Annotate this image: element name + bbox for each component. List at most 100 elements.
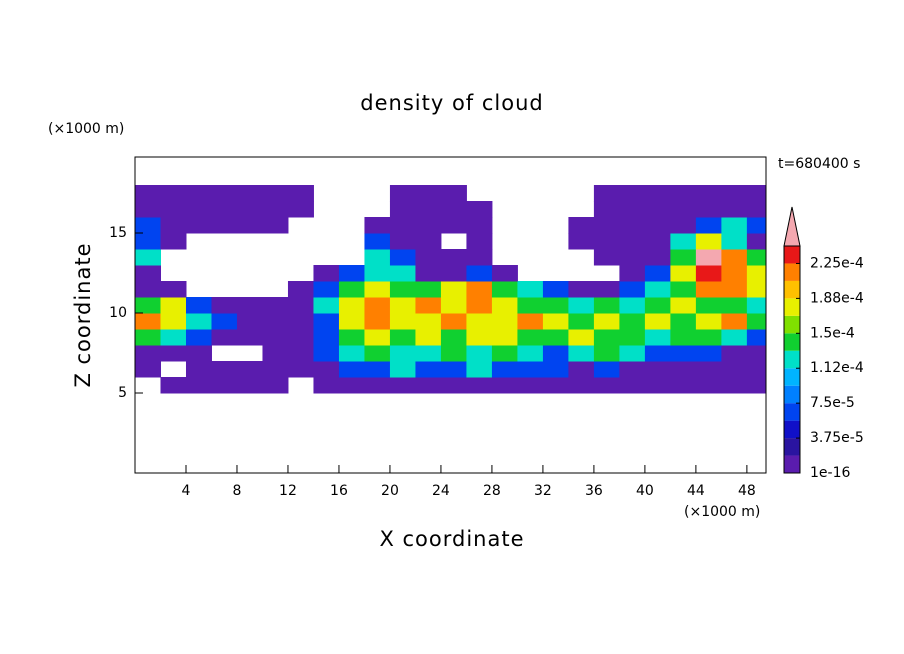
contour-cell — [287, 345, 314, 362]
x-tick-label: 36 — [585, 483, 603, 499]
contour-cell — [185, 329, 212, 346]
contour-cell — [211, 201, 238, 218]
colorbar-band — [784, 455, 800, 473]
contour-cell — [160, 313, 187, 330]
contour-cell — [746, 329, 766, 346]
contour-cell — [440, 297, 467, 314]
contour-cell — [517, 313, 544, 330]
contour-cell — [185, 313, 212, 330]
contour-cell — [695, 233, 722, 250]
contour-cell — [313, 313, 340, 330]
contour-cell — [440, 313, 467, 330]
x-tick-label: 28 — [483, 483, 501, 499]
contour-cell — [670, 201, 697, 218]
contour-cell — [440, 361, 467, 378]
contour-cell — [160, 217, 187, 234]
y-tick-label: 15 — [109, 225, 127, 241]
contour-cell — [568, 345, 595, 362]
x-tick-label: 12 — [279, 483, 297, 499]
contour-cell — [746, 249, 766, 266]
contour-cell — [415, 377, 442, 394]
colorbar-band — [784, 280, 800, 299]
contour-cell — [644, 217, 671, 234]
y-unit: (×1000 m) — [48, 121, 124, 137]
contour-cell — [262, 361, 289, 378]
contour-cell — [211, 361, 238, 378]
contour-cell — [619, 217, 646, 234]
contour-cell — [135, 329, 161, 346]
contour-cell — [415, 345, 442, 362]
colorbar-tick-label: 1.5e-4 — [810, 325, 855, 341]
contour-cell — [695, 265, 722, 282]
contour-cell — [670, 185, 697, 202]
contour-cell — [670, 345, 697, 362]
contour-cell — [236, 217, 263, 234]
contour-cell — [491, 313, 518, 330]
contour-cell — [491, 281, 518, 298]
contour-cell — [160, 377, 187, 394]
contour-cell — [466, 313, 493, 330]
contour-cell — [721, 377, 748, 394]
contour-cell — [644, 313, 671, 330]
contour-cell — [160, 185, 187, 202]
contour-cell — [721, 201, 748, 218]
contour-cell — [440, 249, 467, 266]
contour-cell — [389, 361, 416, 378]
contour-cell — [644, 377, 671, 394]
contour-cell — [313, 281, 340, 298]
contour-cell — [695, 281, 722, 298]
contour-cell — [440, 201, 467, 218]
contour-cell — [389, 249, 416, 266]
contour-cell — [389, 185, 416, 202]
contour-cell — [491, 345, 518, 362]
contour-cell — [338, 345, 365, 362]
contour-cell — [721, 217, 748, 234]
x-tick-label: 20 — [381, 483, 399, 499]
contour-cell — [236, 329, 263, 346]
contour-cell — [670, 329, 697, 346]
contour-cell — [466, 329, 493, 346]
contour-cell — [338, 313, 365, 330]
contour-cell — [721, 361, 748, 378]
contour-cell — [695, 297, 722, 314]
contour-cell — [236, 377, 263, 394]
contour-cell — [313, 297, 340, 314]
contour-cell — [466, 297, 493, 314]
contour-cell — [287, 361, 314, 378]
contour-cell — [185, 201, 212, 218]
contour-cell — [568, 361, 595, 378]
contour-cell — [364, 329, 391, 346]
contour-cell — [542, 313, 569, 330]
contour-cell — [466, 361, 493, 378]
contour-cell — [593, 201, 620, 218]
contour-cell — [287, 329, 314, 346]
x-tick-label: 48 — [738, 483, 756, 499]
contour-cell — [313, 377, 340, 394]
contour-cell — [135, 185, 161, 202]
contour-cell — [644, 265, 671, 282]
contour-cell — [746, 265, 766, 282]
contour-cell — [466, 233, 493, 250]
contour-cell — [135, 249, 161, 266]
contour-cell — [695, 329, 722, 346]
contour-cell — [466, 201, 493, 218]
contour-cell — [364, 217, 391, 234]
colorbar-band — [784, 298, 800, 316]
contour-cell — [211, 217, 238, 234]
contour-cell — [517, 361, 544, 378]
x-tick-label: 16 — [330, 483, 348, 499]
x-tick-label: 24 — [432, 483, 450, 499]
contour-cell — [389, 281, 416, 298]
contour-cell — [517, 297, 544, 314]
contour-cell — [542, 329, 569, 346]
contour-cell — [338, 377, 365, 394]
contour-cell — [593, 345, 620, 362]
contour-cell — [211, 185, 238, 202]
contour-cell — [466, 281, 493, 298]
contour-cell — [415, 185, 442, 202]
contour-cell — [236, 201, 263, 218]
contour-cell — [313, 265, 340, 282]
x-tick-label: 32 — [534, 483, 552, 499]
contour-cell — [185, 297, 212, 314]
colorbar-band — [784, 403, 800, 421]
